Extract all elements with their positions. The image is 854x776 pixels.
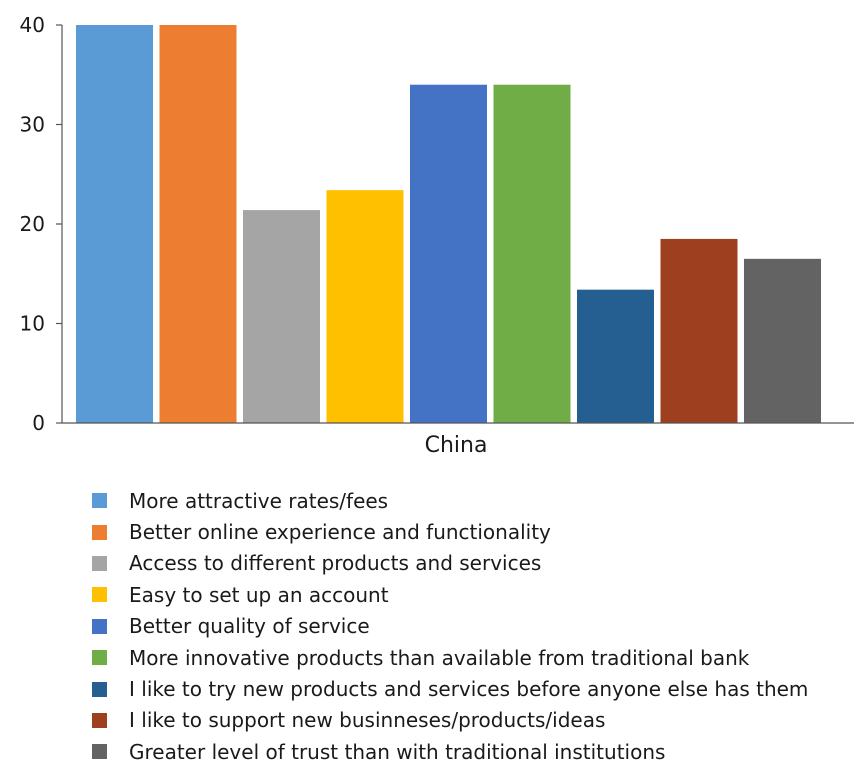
legend-item: More attractive rates/fees	[92, 485, 808, 516]
legend-swatch	[92, 555, 107, 571]
bar-4	[326, 190, 404, 423]
legend-item: Greater level of trust than with traditi…	[92, 736, 808, 767]
bar-1	[76, 25, 153, 423]
legend-swatch	[92, 650, 107, 666]
bar-3	[243, 210, 320, 423]
legend-label: Better online experience and functionali…	[129, 520, 551, 545]
legend-label: Access to different products and service…	[129, 551, 542, 576]
legend-label: Easy to set up an account	[129, 582, 389, 607]
legend-label: Better quality of service	[129, 614, 370, 639]
bar-7	[577, 289, 654, 423]
legend-swatch	[92, 493, 107, 509]
legend-label: I like to try new products and services …	[129, 677, 809, 702]
legend-item: I like to support new businneses/product…	[92, 705, 808, 736]
x-axis: China	[62, 422, 854, 458]
legend-swatch	[92, 587, 107, 603]
bar-6	[493, 84, 571, 423]
bar-group	[76, 25, 821, 423]
legend-item: Better online experience and functionali…	[92, 516, 808, 547]
legend-swatch	[92, 744, 107, 760]
legend-label: Greater level of trust than with traditi…	[129, 739, 666, 764]
legend-item: Better quality of service	[92, 611, 808, 642]
bar-2	[159, 25, 237, 423]
bar-5	[410, 84, 487, 423]
y-tick-label: 10	[20, 312, 45, 336]
y-tick-label: 30	[20, 113, 45, 137]
y-tick-label: 40	[20, 13, 45, 37]
legend-swatch	[92, 524, 107, 540]
legend-label: More attractive rates/fees	[129, 488, 389, 513]
legend: More attractive rates/fees Better online …	[92, 485, 808, 768]
legend-swatch	[92, 681, 107, 697]
legend-label: More innovative products than available …	[129, 645, 750, 670]
legend-item: Easy to set up an account	[92, 579, 808, 610]
legend-item: More innovative products than available …	[92, 642, 808, 673]
bar-chart: 0 10 20 30 40 China	[20, 13, 854, 458]
legend-label: I like to support new businneses/product…	[129, 708, 606, 733]
legend-item: I like to try new products and services …	[92, 673, 808, 704]
bar-9	[744, 258, 821, 423]
x-category-label: China	[425, 433, 488, 458]
y-tick-label: 20	[20, 212, 45, 236]
y-axis: 0 10 20 30 40	[20, 13, 63, 435]
legend-swatch	[92, 712, 107, 728]
legend-item: Access to different products and service…	[92, 548, 808, 579]
legend-swatch	[92, 618, 107, 634]
bar-8	[660, 238, 738, 423]
y-tick-label: 0	[32, 411, 45, 435]
